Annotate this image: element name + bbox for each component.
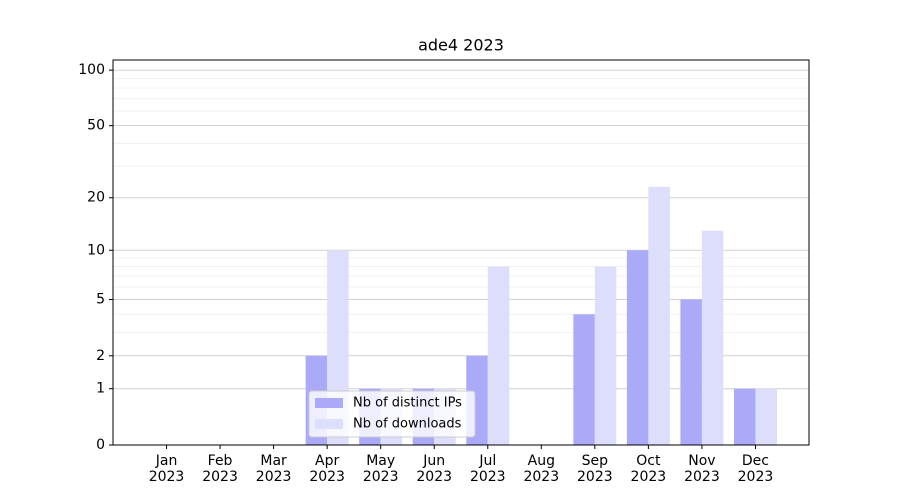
y-tick-label: 0: [96, 437, 105, 453]
legend-label: Nb of downloads: [353, 417, 462, 432]
legend-swatch: [315, 419, 343, 429]
x-tick-label: Jan 2023: [148, 453, 185, 485]
bar: [626, 250, 649, 445]
bar: [573, 314, 595, 445]
y-tick-label: 1: [96, 381, 105, 397]
x-tick-label: May 2023: [362, 453, 399, 485]
y-tick-label: 50: [87, 118, 105, 134]
y-tick-label: 100: [78, 62, 105, 78]
x-tick-label: Dec 2023: [737, 453, 774, 485]
chart-title: ade4 2023: [418, 36, 504, 55]
legend-box: [308, 390, 476, 438]
x-tick-label: Jul 2023: [469, 453, 506, 485]
x-tick-label: Apr 2023: [309, 453, 345, 485]
x-tick-label: Nov 2023: [684, 453, 720, 485]
bar: [680, 299, 702, 445]
legend-swatch: [315, 398, 343, 408]
bar: [755, 388, 777, 445]
y-tick-label: 5: [96, 291, 105, 307]
bar: [487, 266, 510, 445]
x-tick-label: Sep 2023: [577, 453, 613, 485]
x-tick-label: Mar 2023: [255, 453, 292, 485]
y-tick-label: 10: [87, 242, 105, 258]
y-tick-label: 2: [96, 348, 105, 364]
legend: Nb of distinct IPs Nb of downloads: [308, 390, 476, 438]
bar: [733, 388, 756, 445]
legend-label: Nb of distinct IPs: [353, 396, 462, 411]
x-tick-label: Oct 2023: [630, 453, 667, 485]
bar: [701, 230, 724, 445]
bar: [648, 186, 670, 445]
x-tick-label: Aug 2023: [523, 453, 560, 485]
x-tick-label: Feb 2023: [202, 453, 238, 485]
x-tick-label: Jun 2023: [416, 453, 453, 485]
bar: [594, 266, 617, 445]
y-tick-label: 20: [87, 190, 105, 206]
axes-frame: [112, 59, 810, 446]
